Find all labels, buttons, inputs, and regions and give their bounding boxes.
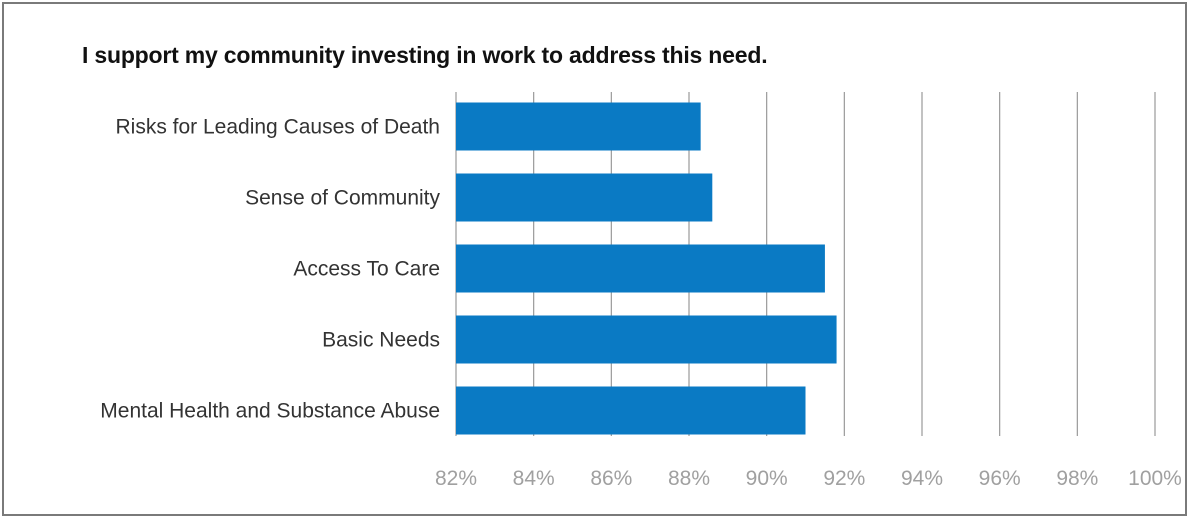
x-tick-label: 90% (746, 467, 788, 490)
category-label: Basic Needs (322, 329, 440, 352)
x-tick-label: 82% (435, 467, 477, 490)
bar (456, 244, 825, 293)
x-tick-label: 94% (901, 467, 943, 490)
x-tick-label: 98% (1056, 467, 1098, 490)
row-separators (33, 158, 452, 444)
x-tick-label: 84% (513, 467, 555, 490)
bars (456, 102, 837, 435)
bar (456, 173, 713, 222)
chart-title: I support my community investing in work… (82, 42, 768, 68)
category-label: Risks for Leading Causes of Death (115, 116, 440, 139)
bar (456, 102, 701, 151)
category-label: Sense of Community (245, 187, 440, 210)
x-tick-label: 96% (979, 467, 1021, 490)
x-tick-label: 92% (823, 467, 865, 490)
category-label: Access To Care (293, 258, 440, 281)
x-tick-labels: 82% 84% 86% 88% 90% 92% 94% 96% 98% 100% (435, 467, 1182, 490)
bar (456, 386, 806, 435)
x-tick-label: 88% (668, 467, 710, 490)
category-label: Mental Health and Substance Abuse (100, 400, 440, 423)
x-tick-label: 100% (1128, 467, 1182, 490)
x-tick-label: 86% (590, 467, 632, 490)
bar (456, 315, 837, 364)
category-labels: Risks for Leading Causes of Death Sense o… (100, 116, 440, 423)
